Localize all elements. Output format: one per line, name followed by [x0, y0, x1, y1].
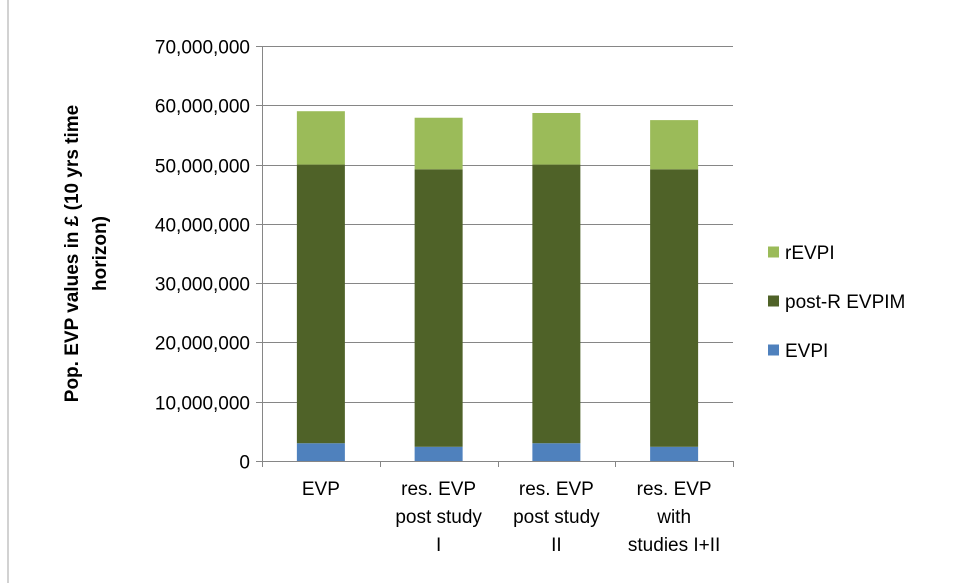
legend-label: EVPI: [785, 341, 828, 362]
axes: [256, 46, 734, 467]
x-category-label: EVP: [302, 479, 340, 500]
x-category-label: res. EVP: [637, 479, 712, 500]
bar-segment-revpi: [414, 117, 463, 170]
x-category-label: with: [656, 507, 691, 528]
y-axis-title-line: Pop. EVP values in £ (10 yrs time: [62, 105, 83, 402]
bar-segment-evpi: [296, 443, 345, 461]
y-tick-label: 30,000,000: [155, 275, 250, 296]
x-category-label: res. EVP: [401, 479, 476, 500]
x-category-label: res. EVP: [519, 479, 594, 500]
y-tick-label: 20,000,000: [155, 334, 250, 355]
y-tick-label: 40,000,000: [155, 216, 250, 237]
x-category-label: studies I+II: [628, 535, 720, 556]
bar-segment-post-r-evpim: [650, 169, 699, 447]
bar-segment-revpi: [532, 112, 581, 165]
y-tick-label: 10,000,000: [155, 394, 250, 415]
y-axis-title-line: horizon): [90, 216, 111, 291]
legend-label: post-R EVPIM: [785, 292, 905, 313]
x-category-label: II: [551, 535, 562, 556]
legend: rEVPI post-R EVPIM EVPI: [768, 243, 905, 362]
y-axis-title: Pop. EVP values in £ (10 yrs time horizon…: [62, 105, 111, 402]
x-category-label: post study: [513, 507, 600, 528]
bar-segment-evpi: [414, 446, 463, 461]
x-category-label: I: [436, 535, 441, 556]
bar-segment-revpi: [296, 111, 345, 165]
legend-swatch: [768, 344, 779, 356]
bar-segment-post-r-evpim: [414, 169, 463, 447]
y-tick-label: 50,000,000: [155, 157, 250, 178]
y-axis-tick-labels: 0 10,000,000 20,000,000 30,000,000 40,000,00…: [155, 38, 250, 474]
bar-segment-post-r-evpim: [296, 164, 345, 444]
y-tick-label: 60,000,000: [155, 97, 250, 118]
y-tick-label: 0: [239, 453, 250, 474]
bar-segment-evpi: [532, 443, 581, 461]
bar-segment-evpi: [650, 446, 699, 461]
x-category-label: post study: [395, 507, 482, 528]
bar-segment-revpi: [650, 120, 699, 170]
legend-swatch: [768, 295, 779, 307]
y-tick-label: 70,000,000: [155, 38, 250, 59]
bar-segment-post-r-evpim: [532, 164, 581, 444]
legend-swatch: [768, 246, 779, 258]
legend-label: rEVPI: [785, 243, 835, 264]
bars: [296, 111, 699, 461]
